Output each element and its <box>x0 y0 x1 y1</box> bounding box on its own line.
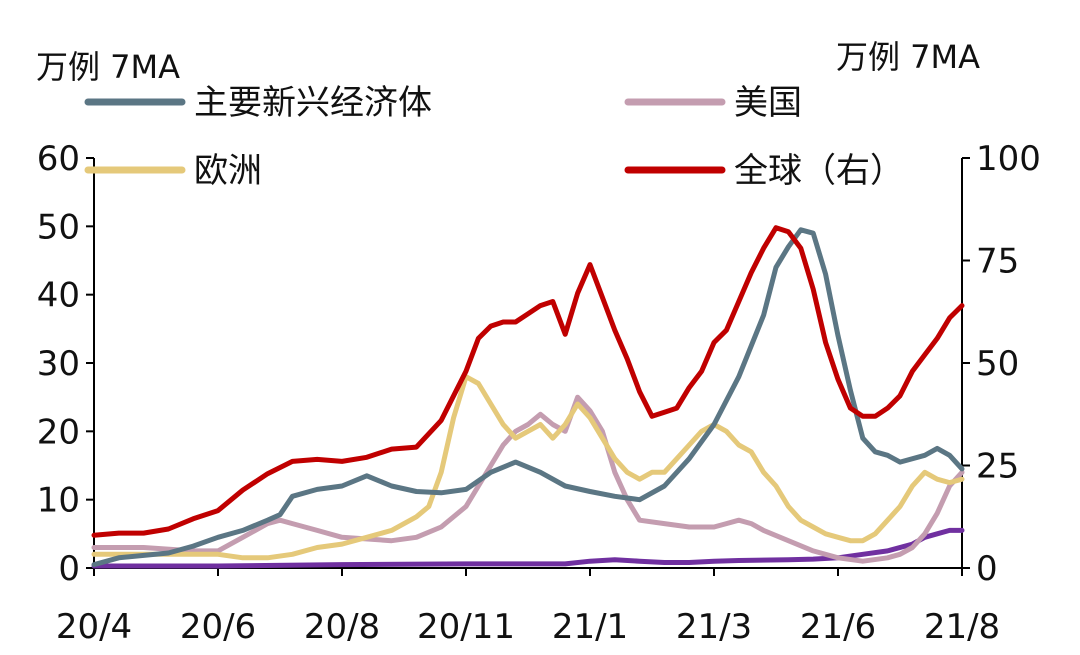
left-y-tick-label: 0 <box>58 549 80 589</box>
left-y-tick-label: 10 <box>37 481 80 521</box>
right-y-tick-label: 25 <box>976 447 1019 487</box>
series-line-1 <box>91 394 965 564</box>
axes: 0 10 20 30 40 50 60 0 25 50 75 100 20/4 20/6 20/8 20/11… <box>37 139 1041 647</box>
right-axis-unit: 万例 7MA <box>836 38 980 76</box>
right-y-tick-label: 100 <box>976 139 1041 179</box>
legend-label: 全球（右） <box>734 151 904 191</box>
legend-label: 美国 <box>734 83 802 123</box>
left-y-tick-label: 40 <box>37 276 80 316</box>
x-tick-label: 21/1 <box>552 607 628 647</box>
plot-area <box>91 225 965 569</box>
x-tick-label: 20/4 <box>56 607 132 647</box>
right-y-tick-label: 75 <box>976 242 1019 282</box>
legend-label: 主要新兴经济体 <box>194 83 432 123</box>
x-tick-label: 20/6 <box>180 607 256 647</box>
x-tick-label: 20/8 <box>304 607 380 647</box>
legend-label: 欧洲 <box>194 151 262 191</box>
left-y-tick-label: 60 <box>37 139 80 179</box>
x-tick-label: 21/6 <box>800 607 876 647</box>
right-y-tick-label: 0 <box>976 549 998 589</box>
left-y-tick-label: 50 <box>37 207 80 247</box>
series-line-0 <box>91 227 965 568</box>
right-y-tick-label: 50 <box>976 344 1019 384</box>
x-tick-label: 21/8 <box>924 607 1000 647</box>
x-tick-label: 20/11 <box>417 607 515 647</box>
left-axis-unit: 万例 7MA <box>36 48 180 86</box>
x-tick-label: 21/3 <box>676 607 752 647</box>
series-line-2 <box>91 374 965 561</box>
left-y-tick-label: 20 <box>37 412 80 452</box>
series-line-3 <box>91 225 965 538</box>
left-y-tick-label: 30 <box>37 344 80 384</box>
